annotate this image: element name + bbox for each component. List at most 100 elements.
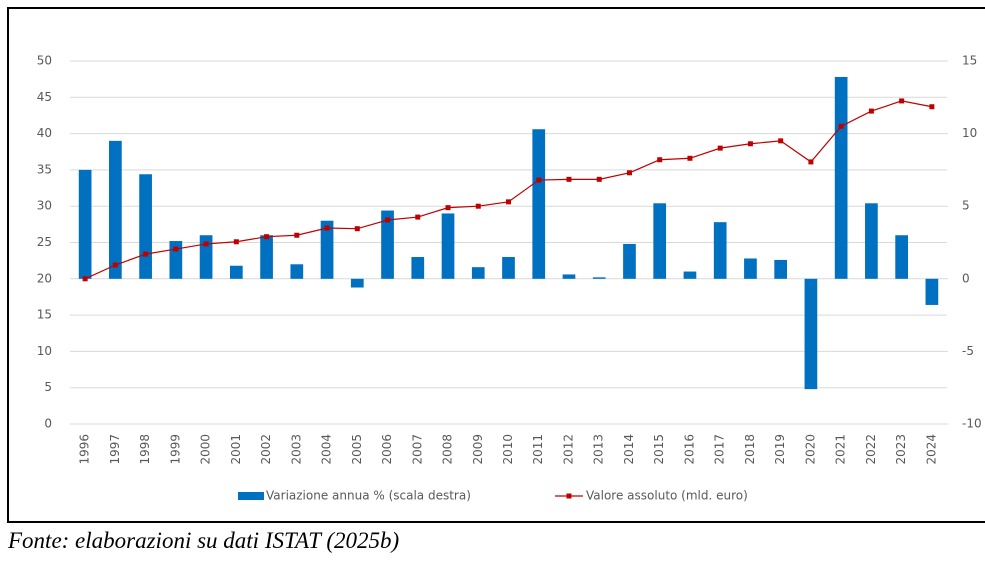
bar <box>774 259 788 279</box>
x-tick-label: 2020 <box>803 434 817 465</box>
line-marker <box>566 176 572 182</box>
line-marker <box>264 234 270 240</box>
line-marker <box>808 159 814 165</box>
x-tick-label: 2016 <box>682 434 696 465</box>
bar <box>350 278 364 288</box>
y-tick-label: 15 <box>37 308 52 322</box>
line-marker <box>506 199 511 205</box>
line-marker <box>687 155 693 161</box>
line-marker <box>657 157 663 163</box>
y-tick-label: 45 <box>37 90 52 104</box>
bar <box>139 174 152 279</box>
y2-tick-label: 5 <box>962 199 970 213</box>
x-tick-label: 2017 <box>713 434 727 465</box>
line-marker <box>747 141 753 147</box>
line-marker <box>838 123 844 129</box>
x-tick-label: 2024 <box>924 434 938 465</box>
line-marker <box>173 246 179 252</box>
x-tick-label: 2013 <box>592 434 606 465</box>
y-tick-label: 30 <box>37 199 52 213</box>
x-tick-label: 2008 <box>441 434 455 465</box>
bar <box>895 235 908 279</box>
line-marker <box>596 176 602 182</box>
line-marker <box>415 214 421 220</box>
line-marker <box>82 276 88 282</box>
bar <box>653 203 667 279</box>
bar <box>623 243 636 279</box>
bar <box>320 220 334 279</box>
line-marker <box>626 170 632 176</box>
x-tick-label: 2004 <box>320 434 334 465</box>
y2-tick-label: -10 <box>962 417 982 431</box>
legend-swatch <box>238 492 264 500</box>
line-marker <box>475 203 481 209</box>
bar <box>683 271 697 279</box>
bar <box>381 210 394 279</box>
x-tick-label: 2015 <box>652 434 666 465</box>
bar <box>592 277 606 279</box>
x-tick-label: 2019 <box>773 434 787 465</box>
caption: Fonte: elaborazioni su dati ISTAT (2025b… <box>8 528 400 553</box>
y-tick-label: 50 <box>37 54 52 68</box>
legend-swatch-marker <box>566 493 572 499</box>
y-tick-label: 5 <box>44 380 52 394</box>
line-marker <box>112 262 118 268</box>
x-tick-label: 2023 <box>894 434 908 465</box>
y2-tick-label: 15 <box>962 54 977 68</box>
x-tick-label: 2001 <box>229 434 243 465</box>
y-tick-label: 0 <box>44 417 52 431</box>
bar <box>471 267 485 279</box>
legend-label: Valore assoluto (mld. euro) <box>586 489 748 503</box>
x-tick-label: 1997 <box>108 434 122 465</box>
y-tick-label: 40 <box>37 126 52 140</box>
legend-label: Variazione annua % (scala destra) <box>266 489 471 503</box>
y-tick-label: 20 <box>37 271 52 285</box>
line-marker <box>445 205 451 211</box>
x-tick-label: 2021 <box>834 434 848 465</box>
line-marker <box>354 226 360 232</box>
bar <box>260 235 273 279</box>
bar <box>502 257 515 279</box>
bar <box>532 129 546 279</box>
x-tick-label: 2018 <box>743 434 757 465</box>
x-tick-label: 2006 <box>380 434 394 465</box>
line-marker <box>203 241 209 247</box>
line-marker <box>233 239 239 245</box>
x-tick-label: 2010 <box>501 434 515 465</box>
bar <box>78 169 92 279</box>
x-tick-label: 1998 <box>138 434 152 465</box>
bar <box>169 241 183 279</box>
x-tick-label: 1996 <box>78 434 92 465</box>
y2-tick-label: 10 <box>962 126 977 140</box>
x-tick-label: 2003 <box>289 434 303 465</box>
line-marker <box>536 177 542 183</box>
y2-tick-label: -5 <box>962 344 974 358</box>
line-marker <box>385 217 391 223</box>
x-tick-label: 2007 <box>410 434 424 465</box>
y-tick-label: 25 <box>37 235 52 249</box>
line-marker <box>778 138 784 144</box>
x-tick-label: 2011 <box>531 434 545 465</box>
y-tick-label: 10 <box>37 344 52 358</box>
bar <box>411 257 425 279</box>
bar <box>441 213 455 279</box>
x-tick-label: 2005 <box>350 434 364 465</box>
x-tick-label: 2000 <box>199 434 213 465</box>
line-marker <box>929 104 935 110</box>
x-tick-label: 2022 <box>864 434 878 465</box>
bar <box>562 274 576 279</box>
y2-tick-label: 0 <box>962 271 970 285</box>
chart: 0 5 10 15 20 25 30 35 40 45 50 -10 -5 0 5 10 15 1996 1997 1… <box>7 7 985 523</box>
bar <box>229 265 243 279</box>
bar <box>109 140 122 279</box>
bar <box>290 264 304 279</box>
line-marker <box>294 232 300 238</box>
line-marker <box>899 98 905 104</box>
bar <box>865 203 878 279</box>
bar <box>925 278 939 305</box>
y-tick-label: 35 <box>37 162 52 176</box>
line-marker <box>324 225 330 231</box>
x-tick-label: 2014 <box>622 434 636 465</box>
x-tick-label: 2012 <box>561 434 575 465</box>
